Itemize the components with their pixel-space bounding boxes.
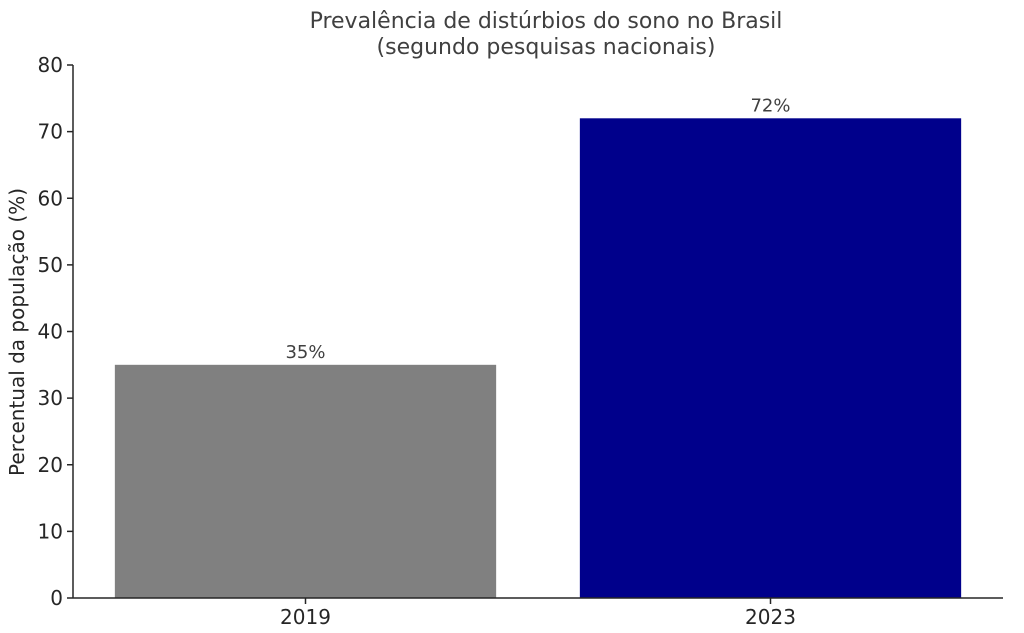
- y-tick-label-40: 40: [38, 320, 63, 344]
- y-tick-label-50: 50: [38, 253, 63, 277]
- chart-title: Prevalência de distúrbios do sono no Bra…: [310, 9, 783, 60]
- x-tick-label-2019: 2019: [280, 605, 331, 629]
- data-label-2023: 72%: [750, 95, 790, 116]
- x-axis-ticks: 2019 2023: [280, 598, 796, 629]
- data-label-2019: 35%: [285, 342, 325, 363]
- bar-2019: [114, 364, 497, 598]
- y-tick-label-30: 30: [38, 386, 63, 410]
- y-tick-label-80: 80: [38, 53, 63, 77]
- chart-title-line-1: Prevalência de distúrbios do sono no Bra…: [310, 9, 783, 34]
- y-tick-label-0: 0: [50, 586, 63, 610]
- y-axis-label: Percentual da população (%): [5, 188, 29, 476]
- y-tick-label-20: 20: [38, 453, 63, 477]
- y-tick-label-10: 10: [38, 519, 63, 543]
- y-tick-label-70: 70: [38, 120, 63, 144]
- bar-2023: [579, 118, 962, 599]
- chart-title-line-2: (segundo pesquisas nacionais): [377, 35, 716, 60]
- y-tick-label-60: 60: [38, 186, 63, 210]
- x-tick-label-2023: 2023: [745, 605, 796, 629]
- y-axis-ticks: 0 10 20 30 40 50 60 70 80: [38, 53, 73, 610]
- bars-group: 35% 72%: [114, 95, 962, 599]
